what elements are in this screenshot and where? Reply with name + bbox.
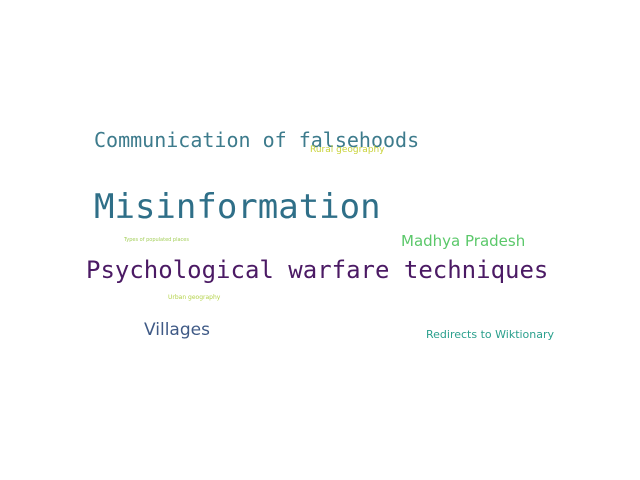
word-communication-of-falsehoods: Communication of falsehoods [94,128,420,152]
word-rural-geography: Rural geography [310,145,385,155]
word-villages: Villages [144,320,210,340]
word-misinformation: Misinformation [94,187,381,227]
word-urban-geography: Urban geography [168,294,221,301]
word-madhya-pradesh: Madhya Pradesh [401,232,526,250]
word-psychological-warfare-techniques: Psychological warfare techniques [86,256,549,284]
word-types-of-populated-places: Types of populated places [124,237,189,243]
word-redirects-to-wiktionary: Redirects to Wiktionary [426,328,555,341]
